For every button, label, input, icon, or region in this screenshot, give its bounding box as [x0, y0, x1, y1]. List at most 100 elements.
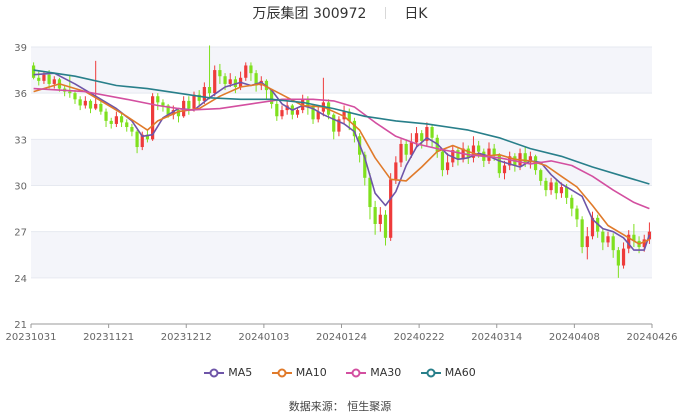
chart-legend: MA5 MA10 MA30 MA60 — [0, 366, 680, 381]
candle-body — [606, 236, 610, 243]
candle-body — [114, 116, 118, 124]
legend-ma30-marker — [346, 368, 367, 377]
candle-body — [580, 219, 584, 248]
candle-body — [363, 154, 367, 178]
x-tick-label: 20240222 — [394, 332, 445, 343]
candle-body — [202, 87, 206, 101]
candle-body — [275, 103, 279, 117]
y-tick-label: 33 — [14, 135, 27, 146]
candle-body — [570, 197, 574, 209]
candle-body — [68, 91, 72, 94]
x-tick-label: 20231212 — [161, 332, 212, 343]
candle-body — [223, 76, 227, 84]
candle-body — [249, 65, 253, 74]
candle-body — [492, 148, 496, 155]
candle-body — [94, 103, 98, 109]
legend-item-ma30[interactable]: MA30 — [346, 366, 401, 379]
candle-body — [306, 99, 310, 106]
period-label: 日K — [404, 6, 428, 22]
candle-body — [399, 143, 403, 163]
chart-title-row: 万辰集团 300972 日K — [0, 4, 680, 24]
candle-body — [497, 154, 501, 174]
candle-body — [73, 93, 77, 100]
candle-body — [295, 110, 300, 115]
legend-item-ma10[interactable]: MA10 — [271, 366, 327, 379]
candle-body — [119, 116, 124, 123]
y-tick-label: 30 — [14, 182, 27, 193]
candle-body — [414, 133, 419, 143]
y-tick-label: 27 — [14, 228, 27, 239]
candle-body — [52, 79, 56, 84]
candle-body — [430, 127, 434, 138]
candle-body — [145, 134, 150, 140]
candle-body — [176, 110, 181, 117]
data-source: 数据来源： 恒生聚源 — [288, 400, 392, 413]
legend-item-ma60[interactable]: MA60 — [420, 366, 476, 379]
candle-body — [471, 145, 476, 158]
candle-body — [575, 208, 579, 220]
candle-body — [611, 236, 615, 251]
candle-body — [549, 182, 553, 191]
candle-body — [218, 70, 222, 77]
y-tick-label: 39 — [14, 43, 27, 54]
candle-body — [280, 110, 284, 117]
candle-body — [627, 234, 631, 249]
candle-body — [373, 207, 377, 224]
x-tick-label: 20240408 — [549, 332, 600, 343]
legend-label-ma5: MA5 — [228, 366, 253, 379]
candle-body — [621, 248, 626, 266]
x-tick-label: 20240426 — [627, 332, 678, 343]
candle-body — [88, 100, 93, 109]
candle-body — [83, 100, 87, 106]
candle-body — [565, 187, 569, 198]
candle-body — [502, 165, 507, 174]
x-tick-label: 20231121 — [83, 332, 134, 343]
candle-body — [409, 142, 413, 155]
y-tick-label: 21 — [14, 320, 27, 331]
grid-band — [31, 47, 652, 94]
legend-label-ma30: MA30 — [370, 366, 402, 379]
candle-body — [440, 151, 445, 171]
chart-title: 万辰集团 300972 — [252, 6, 367, 22]
candle-body — [78, 99, 82, 106]
candle-body — [99, 103, 103, 112]
candle-body — [616, 250, 620, 266]
candle-body — [316, 111, 320, 120]
candle-body — [151, 96, 155, 140]
candle-body — [389, 179, 393, 238]
candle-body — [368, 177, 372, 208]
candle-body — [166, 105, 170, 115]
candle-body — [477, 145, 481, 152]
series-line-ma30 — [33, 87, 650, 210]
candle-body — [601, 231, 605, 243]
candle-body — [559, 187, 564, 194]
candle-body — [632, 234, 636, 241]
candle-body — [487, 148, 491, 161]
candle-body — [456, 150, 460, 160]
candle-body — [31, 65, 36, 78]
candle-body — [508, 156, 512, 166]
candle-body — [337, 119, 341, 132]
legend-ma10-marker — [271, 368, 292, 377]
legend-ma60-marker — [420, 368, 441, 377]
candle-body — [270, 90, 274, 104]
legend-label-ma10: MA10 — [295, 366, 327, 379]
x-tick-label: 20240124 — [316, 332, 367, 343]
candle-body — [544, 180, 548, 191]
candle-body — [394, 162, 398, 180]
x-tick-label: 20240314 — [471, 332, 522, 343]
candle-body — [207, 87, 212, 94]
candle-body — [244, 65, 248, 78]
candle-body — [378, 214, 382, 224]
candle-body — [192, 94, 196, 109]
candle-body — [130, 127, 134, 132]
candle-body — [37, 77, 41, 81]
legend-item-ma5[interactable]: MA5 — [204, 366, 252, 379]
y-tick-label: 24 — [14, 274, 27, 285]
candle-body — [585, 236, 589, 248]
legend-label-ma60: MA60 — [444, 366, 476, 379]
candle-body — [528, 156, 532, 163]
candle-body — [347, 111, 351, 121]
candle-body — [404, 143, 408, 155]
